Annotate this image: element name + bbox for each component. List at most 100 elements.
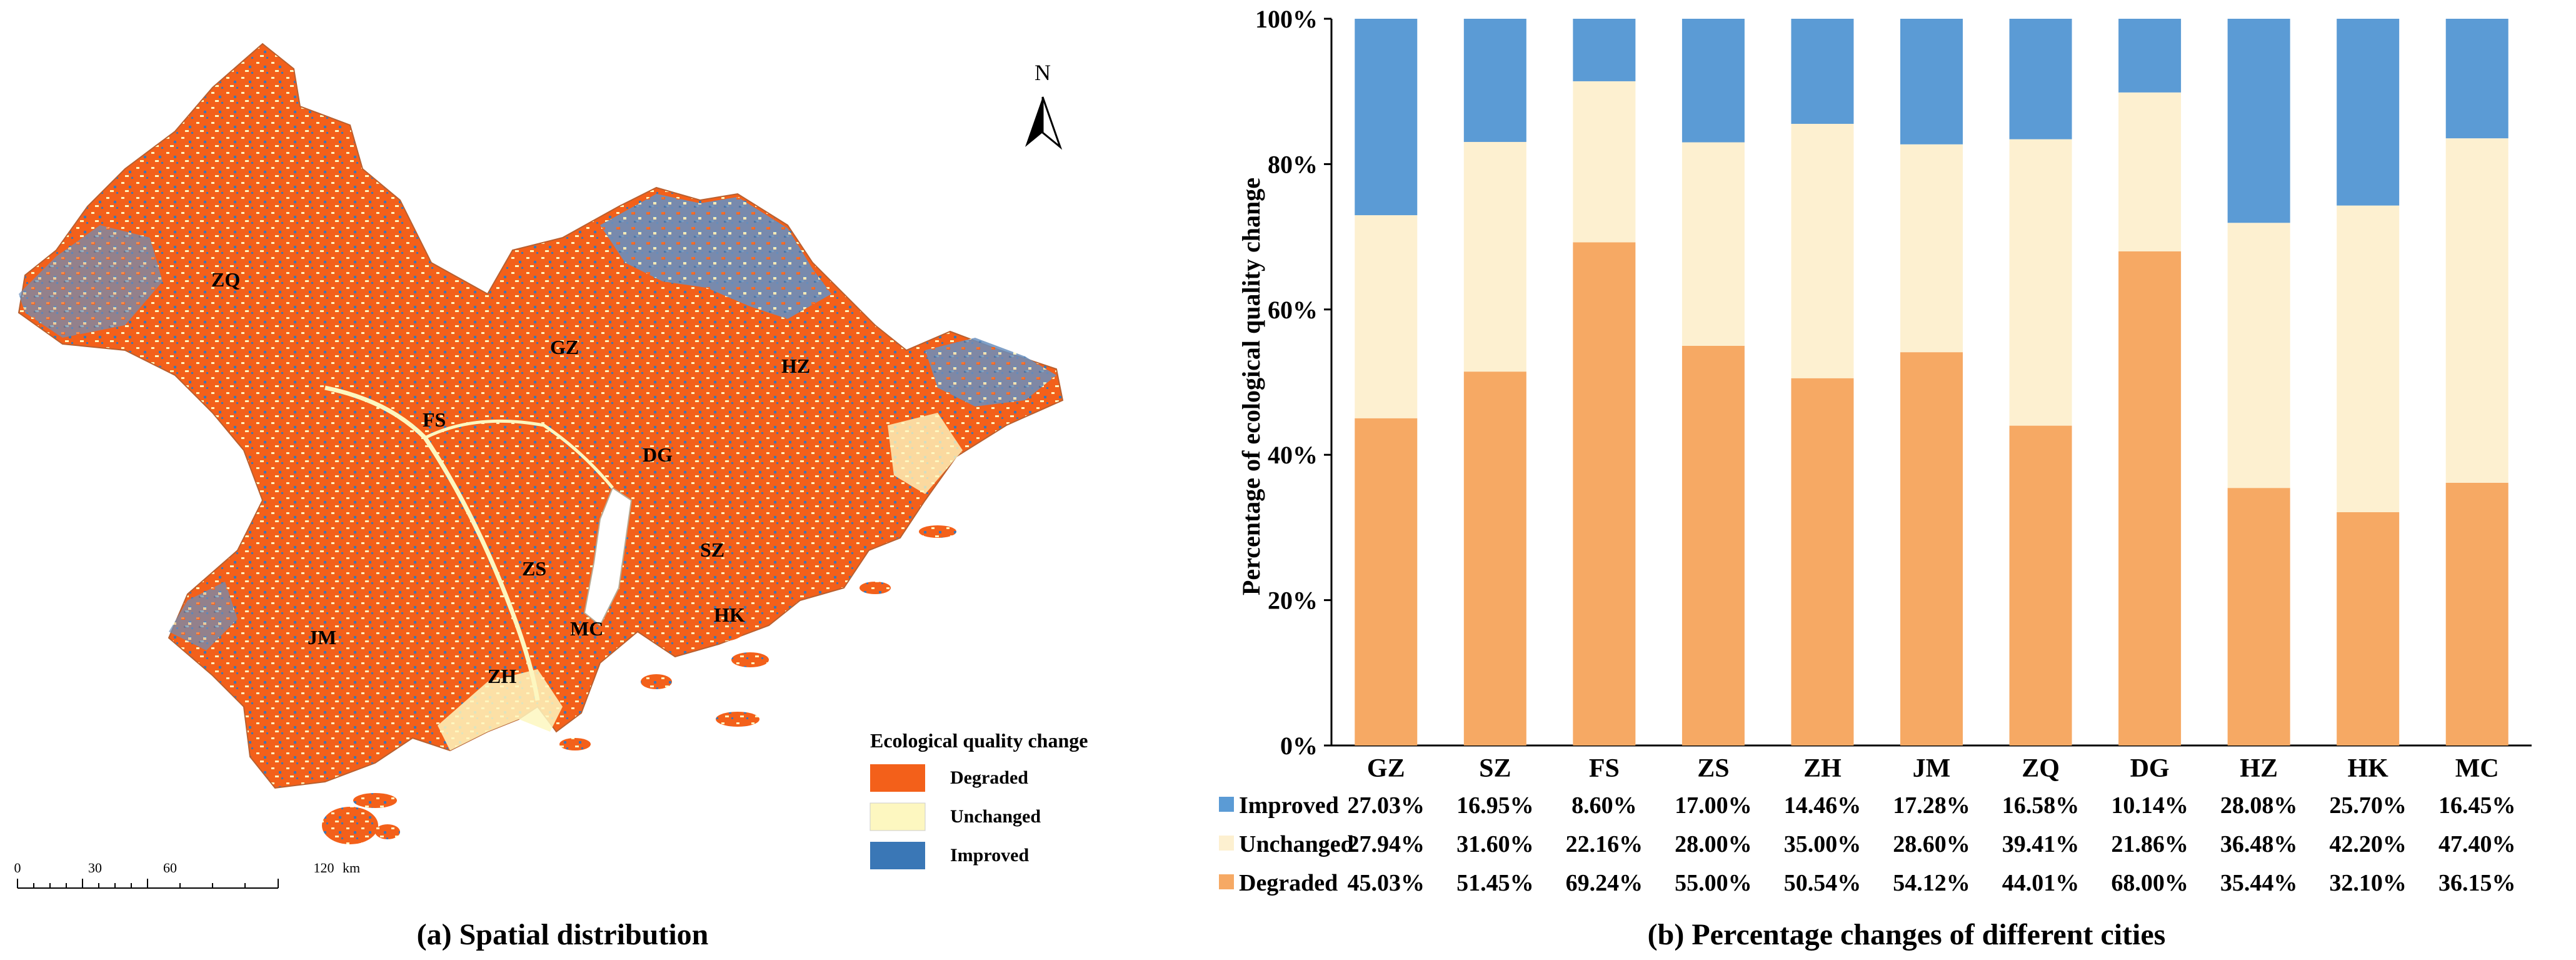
bar-improved-dg [2118,19,2182,93]
chart-panel: 0% 20% 40% 60% 80% 100% GZ SZ FS ZS ZH JM ZQ DG HZ HK M… [1188,0,2576,957]
scale-tick-30: 30 [88,860,102,876]
island-hk [694,622,744,642]
bar-improved-fs [1573,19,1636,81]
table-cell-degraded-mc: 36.15% [2438,870,2516,896]
bar-unchanged-zs [1681,142,1745,346]
table-cell-degraded-hz: 35.44% [2220,870,2298,896]
chart-caption: (b) Percentage changes of different citi… [1648,918,2166,951]
table-swatch-unchanged [1219,836,1234,851]
north-label: N [1035,60,1051,85]
city-label-dg: DG [643,443,673,466]
y-axis: 0% 20% 40% 60% 80% 100% [1255,5,2532,760]
city-label-mc: MC [570,617,603,640]
island-4 [559,738,591,750]
city-label-fs: FS [423,408,446,431]
bar-degraded-mc [2445,482,2508,745]
table-cell-improved-zh: 14.46% [1784,792,1862,819]
table-cell-improved-hk: 25.70% [2329,792,2407,819]
island-2 [641,674,672,689]
category-label-zs: ZS [1697,754,1729,783]
table-cell-unchanged-zs: 28.00% [1675,831,1752,857]
category-label-sz: SZ [1479,754,1511,783]
bars [1355,19,2508,746]
table-cell-degraded-sz: 51.45% [1456,870,1534,896]
table-cell-unchanged-sz: 31.60% [1456,831,1534,857]
region-improved-east [925,338,1056,407]
scale-tick-0: 0 [14,860,21,876]
table-row-label-degraded: Degraded [1239,870,1338,896]
category-label-zh: ZH [1803,754,1842,783]
region-unchanged-coast [438,669,563,750]
bar-degraded-zs [1681,345,1745,745]
category-label-gz: GZ [1367,754,1405,783]
island-9 [860,582,891,594]
category-label-dg: DG [2130,754,2170,783]
table-cell-degraded-dg: 68.00% [2111,870,2188,896]
pearl-river-estuary [583,487,633,627]
bar-improved-sz [1463,19,1526,142]
table-row-label-improved: Improved [1239,792,1339,819]
data-table: Improved 27.03% 16.95% 8.60% 17.00% 14.46% 17.… [1219,792,2515,896]
city-label-zs: ZS [522,557,546,580]
ecological-quality-map: ZQ GZ FS HZ DG SZ ZS JM MC HK ZH N Ecolo… [14,43,1088,951]
category-label-jm: JM [1913,754,1951,783]
table-cell-unchanged-dg: 21.86% [2111,831,2188,857]
table-row-label-unchanged: Unchanged [1239,831,1354,857]
table-cell-improved-zq: 16.58% [2002,792,2080,819]
category-label-hz: HZ [2240,754,2278,783]
table-cell-unchanged-gz: 27.94% [1348,831,1425,857]
city-label-sz: SZ [700,538,724,561]
y-axis-title: Percentage of ecological quality change [1237,178,1265,595]
table-cell-unchanged-mc: 47.40% [2438,831,2516,857]
bar-degraded-gz [1355,418,1418,745]
bar-degraded-hz [2227,488,2290,745]
region-improved-west [19,225,163,338]
river-main [324,385,540,701]
region-unchanged-east [888,413,963,494]
north-arrow-icon [1025,96,1063,150]
bar-unchanged-zh [1791,124,1854,378]
y-tick-label: 0% [1280,732,1318,760]
bar-improved-zs [1681,19,1745,143]
island-5 [353,793,397,808]
table-cell-unchanged-zh: 35.00% [1784,831,1862,857]
bar-improved-zq [2009,19,2072,139]
table-cell-improved-zs: 17.00% [1675,792,1752,819]
bar-improved-jm [1900,19,1963,144]
bar-unchanged-hz [2227,223,2290,488]
bar-degraded-zq [2009,425,2072,745]
city-label-zq: ZQ [211,268,240,291]
island-3 [716,712,759,727]
bar-unchanged-sz [1463,141,1526,372]
table-cell-unchanged-jm: 28.60% [1893,831,1970,857]
y-tick-label: 40% [1268,441,1318,469]
table-cell-degraded-jm: 54.12% [1893,870,1970,896]
legend-swatch-unchanged [870,802,926,831]
table-cell-unchanged-fs: 22.16% [1566,831,1643,857]
category-label-hk: HK [2348,754,2389,783]
bar-unchanged-dg [2118,92,2182,251]
bar-improved-hk [2337,19,2400,206]
city-label-hk: HK [714,604,745,626]
table-cell-improved-sz: 16.95% [1456,792,1534,819]
table-cell-improved-jm: 17.28% [1893,792,1970,819]
category-labels: GZ SZ FS ZS ZH JM ZQ DG HZ HK MC [1367,754,2499,783]
table-cell-improved-dg: 10.14% [2111,792,2188,819]
table-cell-degraded-fs: 69.24% [1566,870,1643,896]
city-label-jm: JM [308,626,336,649]
bar-improved-gz [1355,19,1418,216]
table-cell-unchanged-hz: 36.48% [2220,831,2298,857]
bar-degraded-jm [1900,352,1963,745]
table-cell-improved-gz: 27.03% [1348,792,1425,819]
table-cell-degraded-hk: 32.10% [2329,870,2407,896]
bar-unchanged-fs [1573,81,1636,243]
bar-unchanged-zq [2009,139,2072,426]
city-label-zh: ZH [488,665,516,687]
region-landmass [18,43,1064,789]
city-label-hz: HZ [781,355,810,377]
bar-degraded-hk [2337,512,2400,745]
bar-degraded-zh [1791,378,1854,745]
table-cell-unchanged-zq: 39.41% [2002,831,2080,857]
category-label-zq: ZQ [2022,754,2060,783]
legend-swatch-degraded [870,764,925,792]
